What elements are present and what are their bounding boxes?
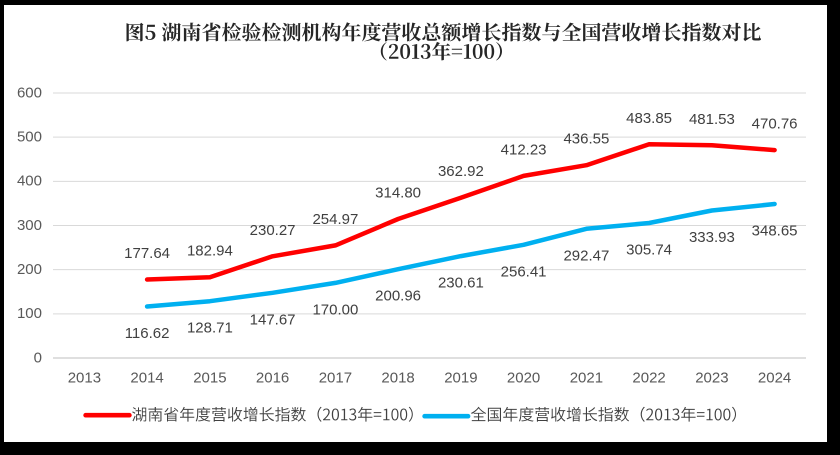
svg-text:2024: 2024 [758,370,791,387]
svg-text:2019: 2019 [444,370,477,387]
svg-text:2016: 2016 [256,370,289,387]
svg-text:2018: 2018 [381,370,414,387]
svg-text:182.94: 182.94 [187,243,233,260]
svg-text:314.80: 314.80 [375,185,421,202]
svg-text:230.27: 230.27 [250,222,296,239]
svg-text:483.85: 483.85 [626,110,672,127]
svg-text:2014: 2014 [130,370,163,387]
svg-text:177.64: 177.64 [124,245,170,262]
svg-text:292.47: 292.47 [563,247,609,264]
svg-text:600: 600 [17,84,42,101]
svg-text:2021: 2021 [570,370,603,387]
svg-text:200: 200 [17,261,42,278]
svg-text:470.76: 470.76 [752,116,798,133]
svg-text:128.71: 128.71 [187,320,233,337]
svg-text:436.55: 436.55 [563,131,609,148]
svg-text:2013: 2013 [68,370,101,387]
svg-text:2020: 2020 [507,370,540,387]
svg-text:2022: 2022 [632,370,665,387]
svg-text:230.61: 230.61 [438,275,484,292]
svg-text:348.65: 348.65 [752,223,798,240]
svg-text:100: 100 [17,305,42,322]
svg-text:254.97: 254.97 [312,211,358,228]
svg-text:256.41: 256.41 [501,263,547,280]
svg-text:0: 0 [34,349,42,366]
svg-text:362.92: 362.92 [438,163,484,180]
svg-text:147.67: 147.67 [250,311,296,328]
svg-text:2023: 2023 [695,370,728,387]
svg-text:400: 400 [17,173,42,190]
svg-text:412.23: 412.23 [501,141,547,158]
svg-text:200.96: 200.96 [375,288,421,305]
svg-text:170.00: 170.00 [312,301,358,318]
svg-text:305.74: 305.74 [626,242,672,259]
svg-text:300: 300 [17,217,42,234]
svg-text:500: 500 [17,129,42,146]
svg-text:116.62: 116.62 [125,325,170,342]
svg-text:2015: 2015 [193,370,226,387]
svg-text:333.93: 333.93 [689,229,735,246]
svg-text:2017: 2017 [319,370,352,387]
svg-text:481.53: 481.53 [689,111,735,128]
